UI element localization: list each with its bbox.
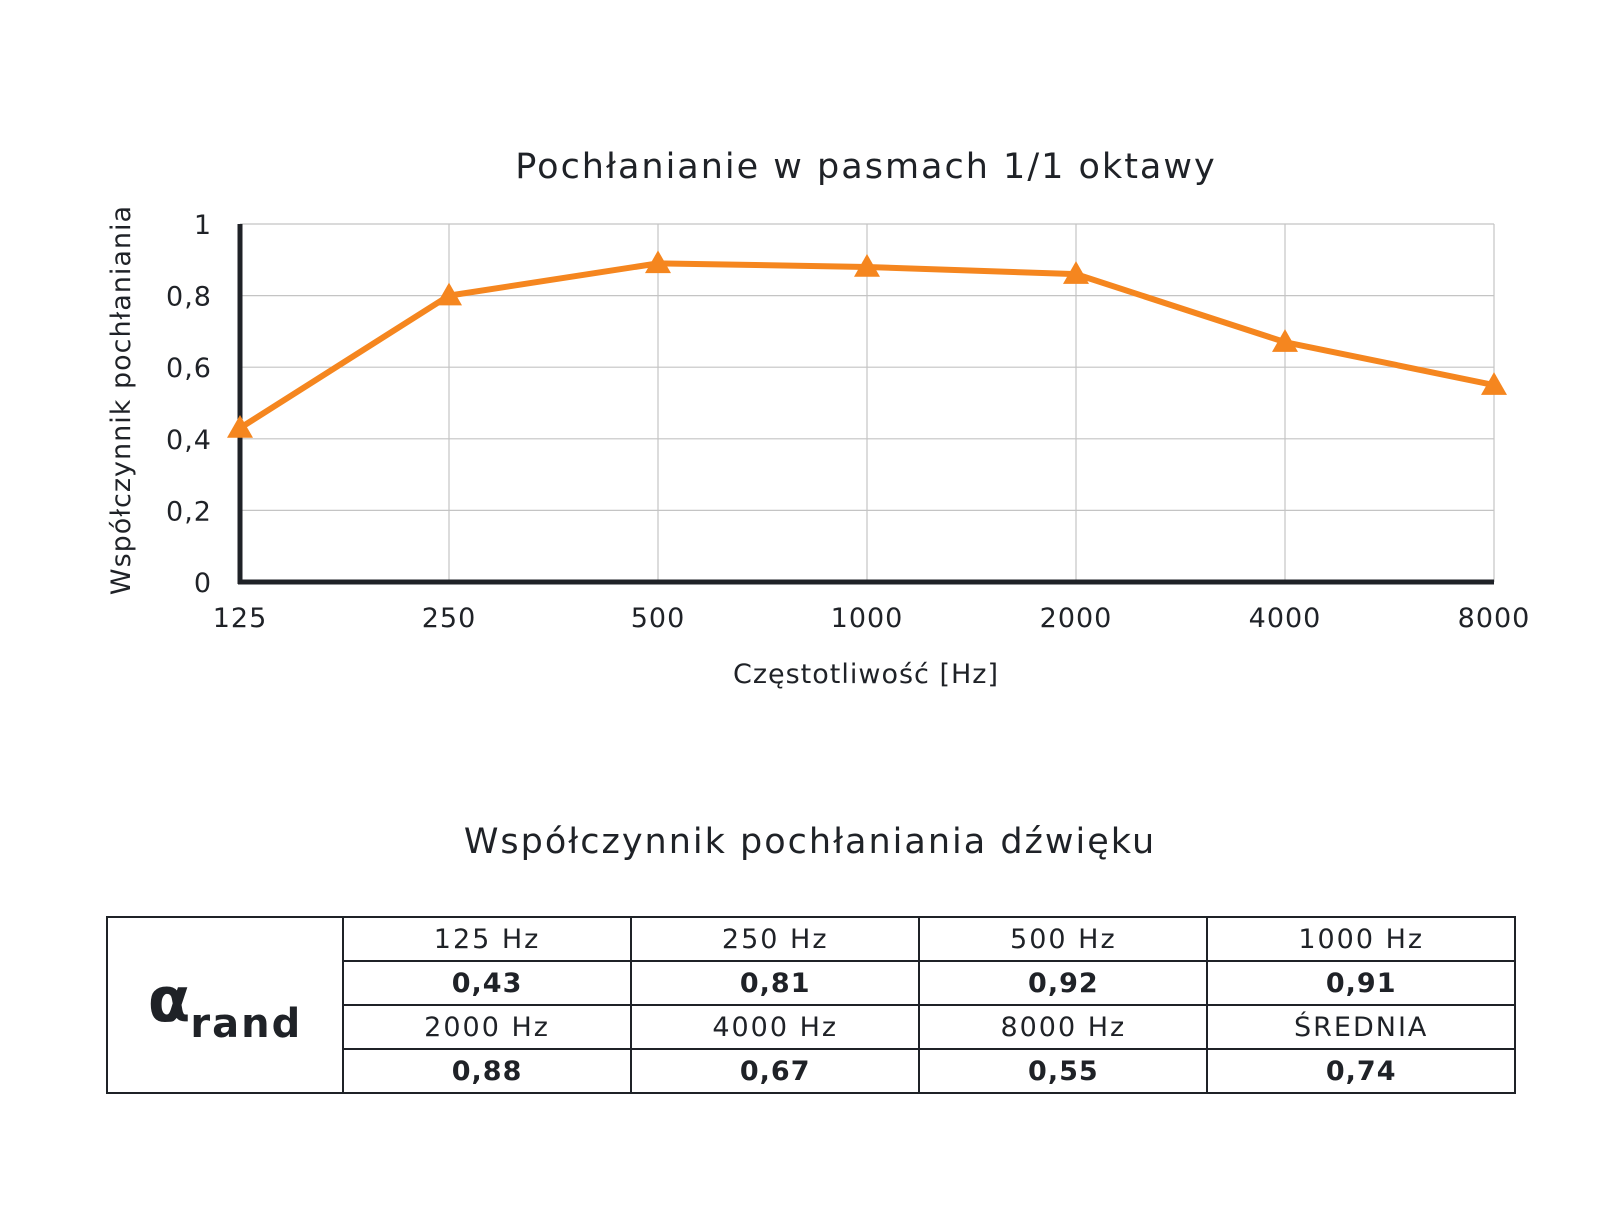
y-tick-label: 0 bbox=[194, 568, 212, 599]
table-header-cell: 4000 Hz bbox=[630, 1004, 921, 1050]
table-value-cell: 0,88 bbox=[341, 1048, 633, 1094]
y-tick-labels: 0 0,2 0,4 0,6 0,8 1 bbox=[166, 210, 212, 599]
y-tick-label: 0,4 bbox=[166, 425, 212, 456]
x-tick-label: 2000 bbox=[1040, 603, 1113, 634]
table-value-cell: 0,43 bbox=[341, 960, 633, 1006]
data-point-triangle bbox=[1063, 261, 1089, 284]
table-header-cell: 250 Hz bbox=[630, 916, 921, 962]
x-tick-label: 4000 bbox=[1249, 603, 1322, 634]
x-axis-label: Częstotliwość [Hz] bbox=[733, 659, 999, 690]
alpha-symbol: α bbox=[147, 963, 191, 1036]
table-value-cell: 0,81 bbox=[630, 960, 921, 1006]
y-tick-label: 0,6 bbox=[166, 353, 212, 384]
table-header-cell: 500 Hz bbox=[918, 916, 1209, 962]
table-header-cell: 1000 Hz bbox=[1206, 916, 1516, 962]
absorption-chart: Pochłanianie w pasmach 1/1 oktawy 0 0,2 0,… bbox=[106, 147, 1531, 690]
y-tick-label: 1 bbox=[194, 210, 212, 241]
table-value-cell: 0,91 bbox=[1206, 960, 1516, 1006]
table-header-cell: ŚREDNIA bbox=[1206, 1004, 1516, 1050]
absorption-table: αrand 125 Hz 250 Hz 500 Hz 1000 Hz 0,43 … bbox=[106, 916, 1516, 1094]
y-axis-label: Współczynnik pochłaniania bbox=[106, 205, 137, 595]
x-tick-labels: 125 250 500 1000 2000 4000 8000 bbox=[213, 603, 1531, 634]
x-tick-label: 500 bbox=[631, 603, 686, 634]
y-tick-label: 0,8 bbox=[166, 282, 212, 313]
alpha-subscript: rand bbox=[190, 1001, 303, 1047]
data-point-triangle bbox=[1481, 372, 1507, 395]
chart-axes bbox=[237, 224, 1494, 585]
x-tick-label: 250 bbox=[422, 603, 477, 634]
chart-title: Pochłanianie w pasmach 1/1 oktawy bbox=[515, 147, 1216, 187]
x-tick-label: 125 bbox=[213, 603, 268, 634]
alpha-symbol-cell: αrand bbox=[106, 916, 344, 1094]
y-tick-label: 0,2 bbox=[166, 496, 212, 527]
table-title: Współczynnik pochłaniania dźwięku bbox=[463, 822, 1157, 862]
table-value-cell: 0,92 bbox=[918, 960, 1209, 1006]
chart-grid bbox=[240, 223, 1495, 582]
data-point-triangle bbox=[1272, 329, 1298, 352]
table-value-cell: 0,55 bbox=[918, 1048, 1209, 1094]
data-point-triangle bbox=[854, 253, 880, 277]
data-point-triangle bbox=[436, 282, 462, 306]
table-value-cell: 0,74 bbox=[1206, 1048, 1516, 1094]
chart-series bbox=[227, 250, 1507, 438]
table-header-cell: 2000 Hz bbox=[341, 1004, 633, 1050]
data-point-triangle bbox=[645, 250, 671, 274]
table-value-cell: 0,67 bbox=[630, 1048, 921, 1094]
x-tick-label: 1000 bbox=[831, 603, 904, 634]
table-header-cell: 8000 Hz bbox=[918, 1004, 1209, 1050]
table-header-cell: 125 Hz bbox=[341, 916, 633, 962]
data-point-triangle bbox=[227, 415, 253, 438]
x-tick-label: 8000 bbox=[1458, 603, 1531, 634]
